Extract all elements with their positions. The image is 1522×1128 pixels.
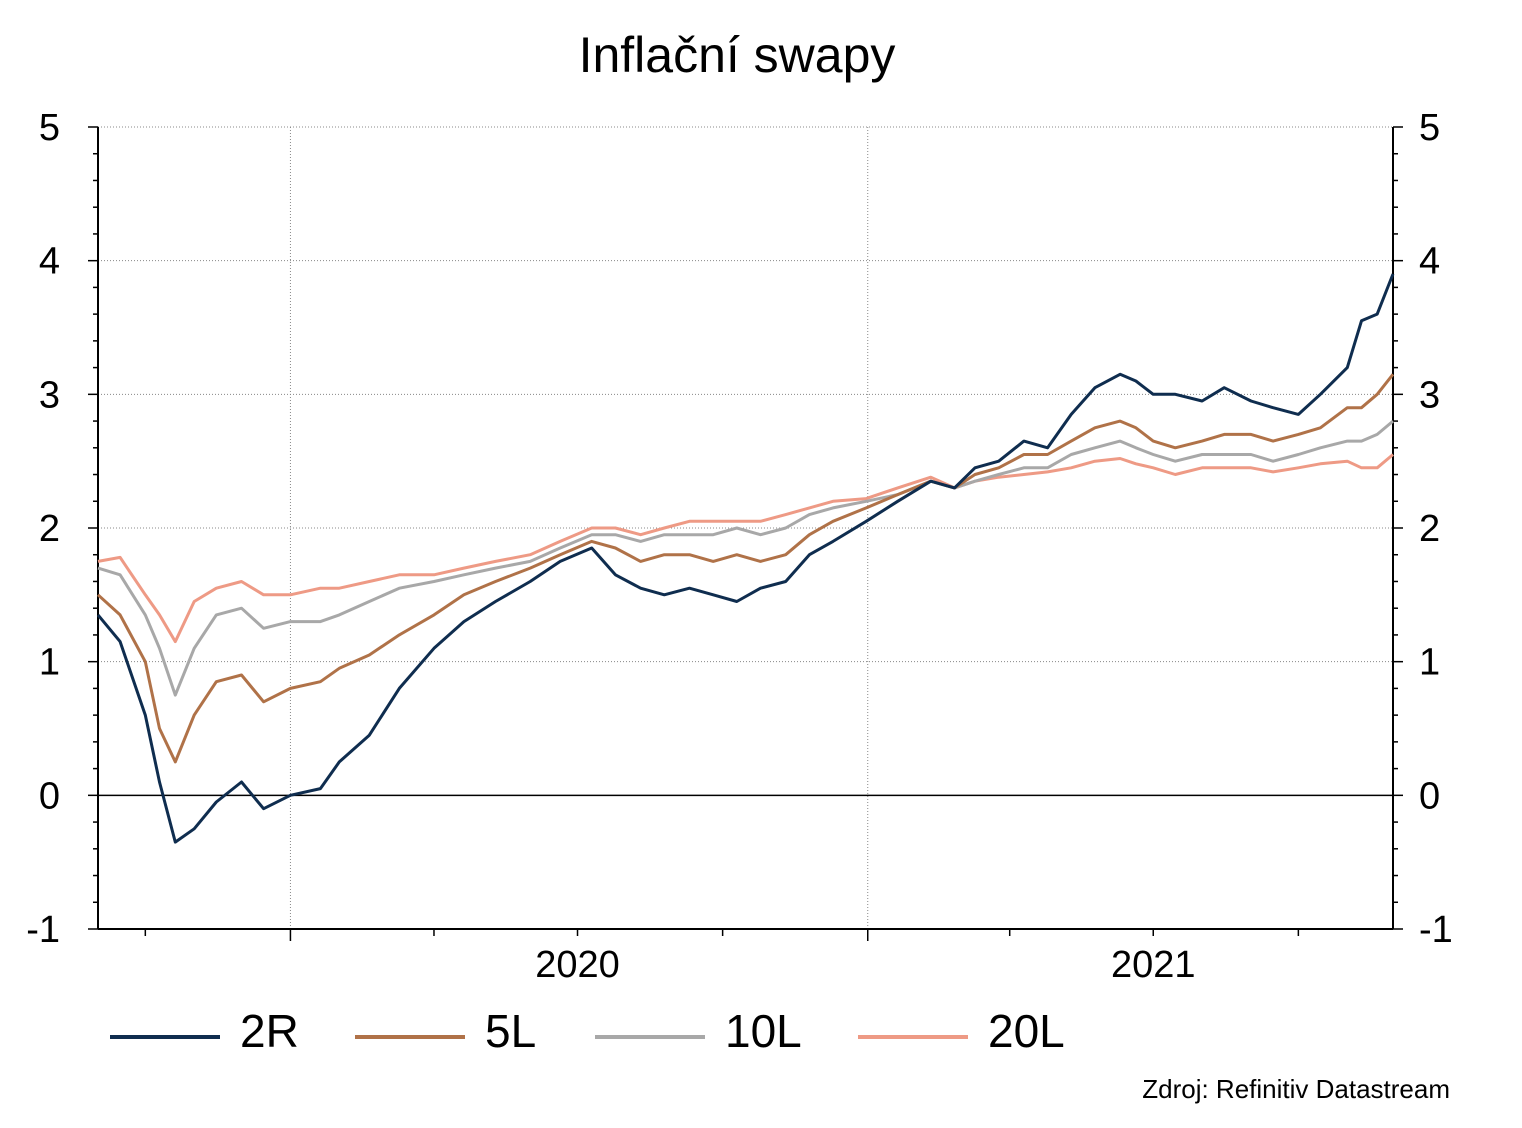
- y-tick-label-right: 4: [1419, 241, 1440, 283]
- legend-label-2R: 2R: [240, 1005, 299, 1057]
- y-axis-right-labels: -1 0 1 2 3 4 5: [1419, 107, 1453, 951]
- y-tick-label-left: 0: [39, 775, 60, 817]
- axes: [88, 126, 1403, 941]
- y-tick-label-left: -1: [26, 909, 60, 951]
- y-tick-label-left: 3: [39, 374, 60, 416]
- y-tick-label-right: 3: [1419, 374, 1440, 416]
- y-tick-label-right: 5: [1419, 107, 1440, 149]
- series-line-2R: [96, 273, 1395, 844]
- y-tick-label-left: 2: [39, 508, 60, 550]
- y-axis-left-labels: -1 0 1 2 3 4 5: [26, 107, 60, 951]
- x-tick-label-2020: 2020: [535, 944, 620, 986]
- y-tick-label-right: 0: [1419, 775, 1440, 817]
- y-tick-label-left: 5: [39, 107, 60, 149]
- y-tick-label-right: -1: [1419, 909, 1453, 951]
- legend: 2R 5L 10L 20L: [110, 1005, 1065, 1057]
- source-note: Zdroj: Refinitiv Datastream: [1142, 1074, 1450, 1104]
- series-line-10L: [97, 419, 1394, 697]
- legend-label-10L: 10L: [725, 1005, 802, 1057]
- series-line-5L: [96, 373, 1395, 764]
- y-tick-label-right: 2: [1419, 508, 1440, 550]
- y-tick-label-left: 4: [39, 241, 60, 283]
- series-line-20L: [97, 453, 1394, 644]
- legend-label-20L: 20L: [988, 1005, 1065, 1057]
- chart-title: Inflační swapy: [579, 27, 896, 83]
- gridlines: [98, 126, 1393, 929]
- y-tick-label-right: 1: [1419, 642, 1440, 684]
- y-tick-label-left: 1: [39, 642, 60, 684]
- series-layer: [96, 273, 1395, 844]
- x-axis-labels: 2020 2021: [535, 944, 1195, 986]
- x-tick-label-2021: 2021: [1111, 944, 1196, 986]
- legend-label-5L: 5L: [485, 1005, 536, 1057]
